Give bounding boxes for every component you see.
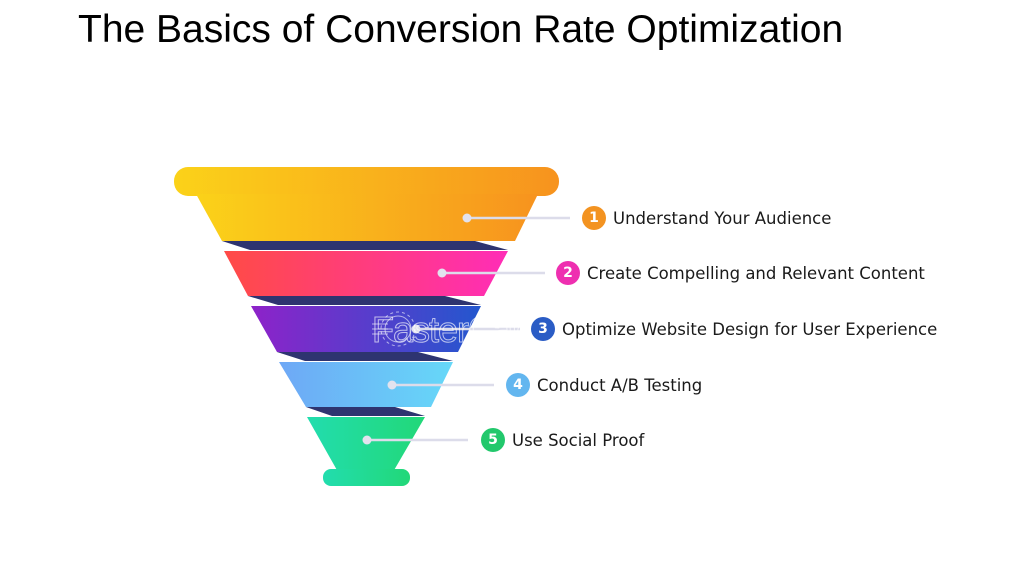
step-badge-4: 4 (506, 373, 530, 397)
funnel-shadow-1 (222, 241, 508, 250)
step-text-5: Use Social Proof (512, 430, 645, 450)
step-text-1: Understand Your Audience (613, 208, 832, 228)
funnel-shadow-4 (306, 407, 425, 416)
funnel-shadow-3 (277, 352, 453, 361)
connector-1 (462, 213, 570, 223)
step-label-4: 4 Conduct A/B Testing (506, 373, 702, 397)
step-label-1: 1 Understand Your Audience (582, 206, 831, 230)
funnel-layer-2 (224, 251, 508, 296)
step-badge-5: 5 (481, 428, 505, 452)
step-text-4: Conduct A/B Testing (537, 375, 703, 395)
connector-5 (362, 435, 468, 445)
step-badge-1: 1 (582, 206, 606, 230)
funnel-layer-5 (307, 417, 425, 486)
step-text-2: Create Compelling and Relevant Content (587, 263, 925, 283)
step-badge-2: 2 (556, 261, 580, 285)
page-title: The Basics of Conversion Rate Optimizati… (78, 8, 844, 51)
step-text-3: Optimize Website Design for User Experie… (562, 319, 938, 339)
watermark-gear-icon (372, 311, 416, 347)
funnel-layer-1 (174, 167, 559, 241)
funnel-layer-3 (251, 306, 481, 352)
step-label-2: 2 Create Compelling and Relevant Content (556, 261, 925, 285)
connector-3 (411, 324, 520, 334)
step-badge-3: 3 (531, 317, 555, 341)
step-label-3: 3 Optimize Website Design for User Exper… (531, 317, 937, 341)
funnel-layer-4 (279, 362, 453, 407)
connector-4 (387, 380, 494, 390)
funnel-shadow-2 (248, 296, 481, 305)
step-label-5: 5 Use Social Proof (481, 428, 644, 452)
connector-2 (437, 268, 545, 278)
